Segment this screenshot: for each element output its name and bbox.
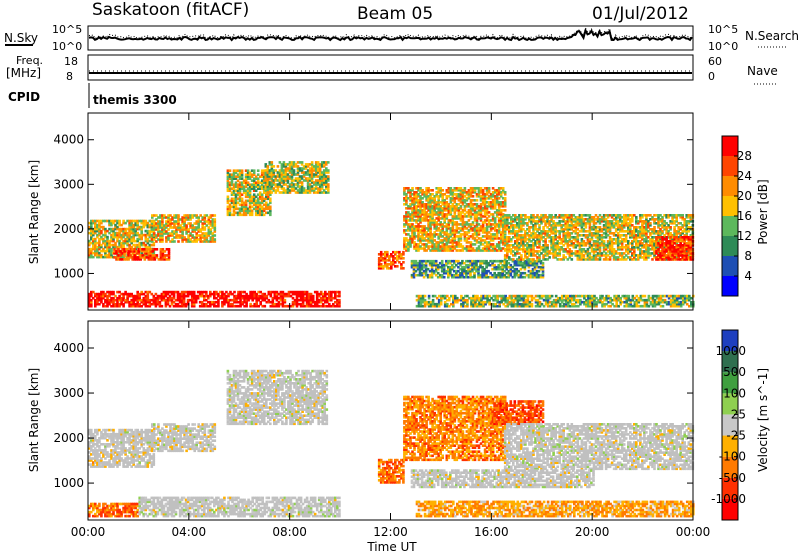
echo-cell <box>386 251 389 254</box>
echo-cell <box>106 236 109 239</box>
echo-cell <box>532 258 535 261</box>
echo-cell <box>156 254 159 257</box>
echo-cell <box>504 191 507 194</box>
echo-cell <box>402 251 405 254</box>
echo-cell <box>311 161 314 164</box>
echo-cell <box>546 244 549 247</box>
echo-cell <box>443 276 446 279</box>
echo-cell <box>431 189 434 192</box>
echo-cell <box>229 169 232 172</box>
echo-cell <box>284 299 287 302</box>
station-title: Saskatoon (fitACF) <box>92 0 249 20</box>
echo-cell <box>327 183 330 186</box>
echo-cell <box>327 169 330 172</box>
freq-unit-label: [MHz] <box>6 66 41 80</box>
date-title: 01/Jul/2012 <box>592 4 689 24</box>
nave-tick-bottom: 0 <box>708 70 715 83</box>
echo-cell <box>512 258 515 261</box>
echo-cell <box>402 261 405 264</box>
beam-title: Beam 05 <box>357 4 433 24</box>
noise-sky-trace <box>89 30 692 40</box>
echo-cell <box>273 165 276 168</box>
cpid-value: themis 3300 <box>93 93 177 107</box>
echo-cell <box>241 169 244 172</box>
echo-cell <box>476 199 479 202</box>
echo-cell <box>441 189 444 192</box>
echo-cell <box>227 196 230 199</box>
echo-cell <box>271 161 274 164</box>
echo-cell <box>112 291 115 294</box>
noise-search-label: N.Search <box>745 29 799 43</box>
echo-cell <box>214 234 217 237</box>
echo-cell <box>396 265 399 268</box>
echo-cell <box>520 254 523 257</box>
echo-cell <box>118 220 121 223</box>
echo-cell <box>338 299 341 302</box>
noise-left-tick-bottom: 10^0 <box>52 40 82 53</box>
echo-cell <box>269 198 272 201</box>
echo-cell <box>441 260 444 263</box>
nave-tick-top: 60 <box>708 55 722 68</box>
echo-cell <box>205 291 208 294</box>
echo-cell <box>502 187 505 190</box>
echo-cell <box>402 257 405 260</box>
echo-cell <box>338 291 341 294</box>
cpid-label: CPID <box>8 90 40 104</box>
echo-cell <box>214 238 217 241</box>
echo-cell <box>156 248 159 251</box>
echo-cell <box>269 206 272 209</box>
echo-cell <box>312 295 315 298</box>
noise-right-tick-bottom: 10^0 <box>708 40 738 53</box>
echo-cell <box>402 267 405 270</box>
echo-cell <box>603 240 606 243</box>
echo-cell <box>173 240 176 243</box>
echo-cell <box>327 161 330 164</box>
echo-cell <box>177 240 180 243</box>
echo-cell <box>548 256 551 259</box>
echo-cell <box>161 305 164 308</box>
freq-panel: Freq. [MHz] 18 8 60 0 Nave <box>6 54 778 84</box>
echo-cell <box>542 262 545 265</box>
nave-label: Nave <box>747 64 778 78</box>
echo-cell <box>301 161 304 164</box>
echo-cell <box>472 195 475 198</box>
echo-cell <box>264 305 267 308</box>
echo-cell <box>327 175 330 178</box>
echo-cell <box>435 260 438 263</box>
freq-tick-top: 18 <box>64 55 78 68</box>
echo-cell <box>411 187 414 190</box>
echo-cell <box>504 197 507 200</box>
echo-cell <box>214 214 217 217</box>
echo-cell <box>214 218 217 221</box>
echo-cell <box>177 214 180 217</box>
echo-cell <box>168 248 171 251</box>
echo-cell <box>277 165 280 168</box>
echo-cell <box>233 291 236 294</box>
echo-cell <box>504 209 507 212</box>
echo-cell <box>464 187 467 190</box>
echo-cell <box>146 248 149 251</box>
echo-cell <box>571 258 574 261</box>
echo-cell <box>193 291 196 294</box>
echo-cell <box>241 198 244 201</box>
echo-cell <box>488 187 491 190</box>
echo-cell <box>257 169 260 172</box>
noise-panel: N.Sky 10^5 10^0 10^5 10^0 N.Search <box>4 23 799 53</box>
echo-cell <box>293 169 296 172</box>
freq-tick-bottom: 8 <box>66 70 73 83</box>
noise-sky-label: N.Sky <box>4 31 38 45</box>
echo-cell <box>253 169 256 172</box>
noise-right-tick-top: 10^5 <box>708 23 738 36</box>
noise-left-tick-top: 10^5 <box>52 23 82 36</box>
